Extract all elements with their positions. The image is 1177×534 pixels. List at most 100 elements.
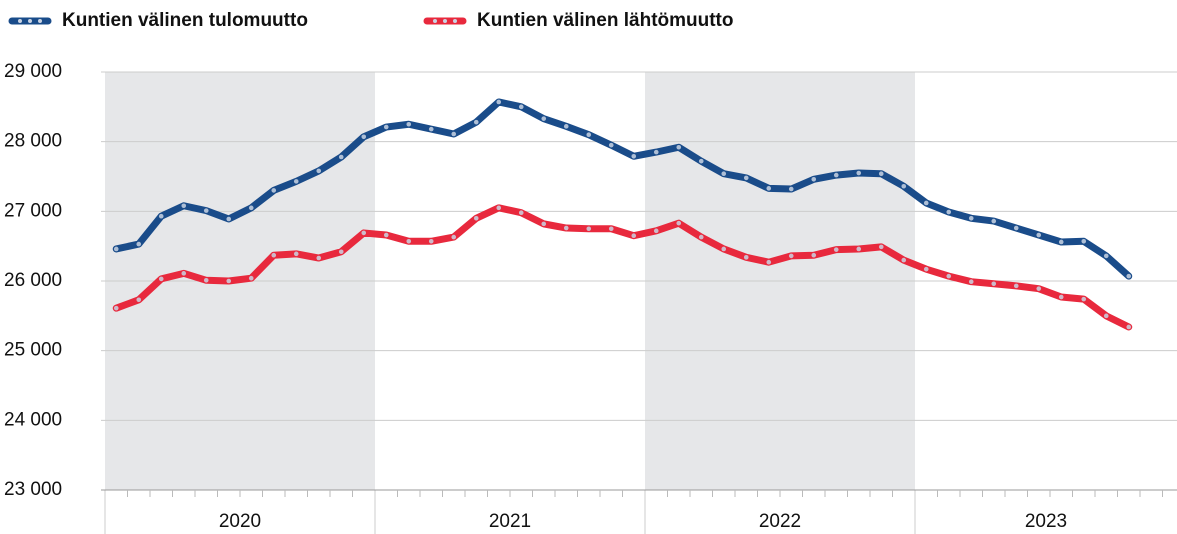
legend-dot <box>453 19 457 23</box>
series-point <box>586 226 592 232</box>
y-tick-label: 29 000 <box>4 61 62 82</box>
series-point <box>788 253 794 259</box>
series-point <box>473 119 479 125</box>
series-point <box>653 228 659 234</box>
series-point <box>406 121 412 127</box>
series-point <box>181 203 187 209</box>
series-point <box>428 126 434 132</box>
series-point <box>923 266 929 272</box>
series-point <box>518 104 524 110</box>
series-point <box>698 158 704 164</box>
series-point <box>1081 296 1087 302</box>
series-point <box>451 131 457 137</box>
series-point <box>901 183 907 189</box>
series-point <box>743 255 749 260</box>
series-point <box>361 134 367 140</box>
series-point <box>1126 273 1132 279</box>
series-point <box>496 99 502 105</box>
series-point <box>766 259 772 265</box>
series-point <box>563 225 569 231</box>
y-tick-label: 26 000 <box>4 270 62 291</box>
series-point <box>946 209 952 215</box>
series-point <box>1103 313 1109 319</box>
y-tick-label: 25 000 <box>4 340 62 361</box>
series-point <box>316 168 322 174</box>
series-point <box>113 305 119 311</box>
series-point <box>518 210 524 216</box>
series-point <box>113 246 119 252</box>
series-point <box>226 216 232 222</box>
legend-dot <box>38 19 42 23</box>
series-point <box>631 233 637 239</box>
series-point <box>473 216 479 221</box>
series-point <box>676 144 682 150</box>
series-point <box>1058 294 1064 300</box>
series-point <box>856 246 862 252</box>
series-point <box>878 244 884 250</box>
series-point <box>541 221 547 227</box>
series-point <box>968 216 974 221</box>
series-point <box>248 275 254 281</box>
series-point <box>721 171 727 177</box>
series-point <box>1103 253 1109 259</box>
x-group-label: 2023 <box>1025 511 1067 532</box>
series-point <box>631 153 637 159</box>
legend-label: Kuntien välinen tulomuutto <box>62 10 308 31</box>
series-point <box>1036 286 1042 291</box>
series-point <box>1036 232 1042 238</box>
series-line <box>112 98 1133 280</box>
series-point <box>271 188 277 193</box>
series-point <box>1126 324 1132 330</box>
series-point <box>1081 238 1087 244</box>
series-point <box>158 276 164 282</box>
series-point <box>338 249 344 255</box>
series-point <box>428 238 434 244</box>
series-point <box>991 281 997 287</box>
series-point <box>833 247 839 252</box>
series-point <box>406 238 412 244</box>
series-point <box>608 226 614 232</box>
series-point <box>901 257 907 263</box>
series-point <box>563 124 569 129</box>
series-point <box>361 230 367 236</box>
series-point <box>811 252 817 258</box>
x-group-label: 2020 <box>219 511 261 532</box>
series-point <box>203 278 209 283</box>
series-point <box>991 218 997 224</box>
series-point <box>158 213 164 219</box>
legend-dot <box>28 19 32 23</box>
series-point <box>653 149 659 155</box>
x-group-label: 2022 <box>759 511 801 532</box>
series-point <box>968 279 974 284</box>
series-point <box>181 271 187 276</box>
series-point <box>788 186 794 192</box>
series-point <box>1013 225 1019 231</box>
y-tick-label: 28 000 <box>4 131 62 152</box>
y-tick-label: 23 000 <box>4 479 62 500</box>
series-point <box>856 170 862 176</box>
series-point <box>608 142 614 148</box>
series-point <box>676 220 682 226</box>
series-line <box>112 204 1133 331</box>
series-point <box>383 124 389 130</box>
series-point <box>136 241 142 247</box>
y-tick-label: 24 000 <box>4 409 62 430</box>
series-point <box>811 176 817 182</box>
series-point <box>766 186 772 191</box>
legend-dot <box>433 19 437 23</box>
series-point <box>338 154 344 160</box>
legend-label: Kuntien välinen lähtömuutto <box>477 10 734 31</box>
series-point <box>226 278 232 284</box>
series-point <box>248 205 254 211</box>
series-point <box>203 208 209 213</box>
series-point <box>136 297 142 303</box>
series-point <box>451 234 457 240</box>
legend-dot <box>443 19 447 23</box>
series-point <box>743 175 749 181</box>
series-point <box>1013 283 1019 289</box>
series-point <box>293 179 299 184</box>
series-point <box>271 252 277 258</box>
series-point <box>878 171 884 177</box>
series-point <box>833 172 839 178</box>
